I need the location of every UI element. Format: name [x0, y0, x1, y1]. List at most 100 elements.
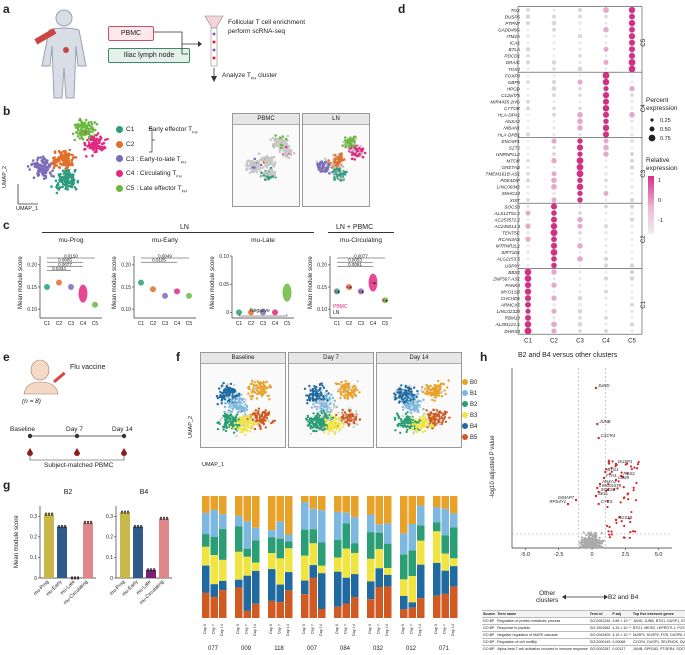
umap-point	[235, 434, 238, 438]
umap-point	[418, 405, 422, 408]
umap-point	[259, 158, 262, 161]
dot	[576, 144, 584, 151]
umap-point	[320, 170, 324, 173]
gene-label: NIBAN1	[503, 126, 520, 131]
umap-point	[333, 176, 336, 179]
umap-point	[245, 415, 249, 418]
gene-label: AL391121.1	[495, 322, 521, 327]
umap-point	[278, 150, 282, 154]
g-bar	[57, 526, 67, 578]
volcano-point	[587, 535, 591, 538]
gene-label: GADD45G	[498, 27, 520, 32]
dot	[526, 231, 530, 235]
umap-point	[399, 422, 402, 425]
umap-point	[407, 392, 410, 395]
violin-shape	[248, 309, 254, 316]
c-lnpbmc-header: LN + PBMC	[336, 224, 374, 231]
umap-point	[240, 423, 243, 426]
dot	[577, 216, 583, 223]
umap-point	[315, 160, 319, 164]
g-point	[153, 568, 155, 570]
table-cell: GO:BP	[482, 624, 497, 632]
x-tick-label: -2.5	[554, 552, 563, 558]
umap-point	[312, 393, 316, 396]
umap-point	[323, 428, 326, 431]
subject-label: 077	[208, 646, 219, 652]
umap-point	[253, 413, 257, 416]
umap-point	[73, 186, 77, 189]
volcano-point	[626, 472, 629, 475]
dot	[630, 284, 634, 287]
umap-point	[79, 119, 83, 122]
stacked-segment	[301, 555, 309, 581]
umap-point	[347, 422, 350, 426]
stacked-segment	[384, 523, 392, 544]
umap-point	[224, 391, 227, 394]
umap-point	[324, 157, 327, 160]
dot	[603, 256, 609, 261]
subject-label: 084	[340, 646, 351, 652]
dot	[552, 41, 556, 45]
umap-point	[254, 386, 257, 389]
umap-point	[328, 429, 331, 433]
stacked-segment	[202, 546, 210, 566]
dot	[602, 98, 610, 105]
dot	[526, 93, 530, 97]
umap-point	[91, 130, 94, 134]
dot	[604, 289, 608, 294]
umap-point	[312, 423, 315, 426]
stacked-segment	[450, 586, 458, 618]
umap-point	[43, 166, 46, 170]
umap-point	[346, 392, 349, 395]
dot	[551, 157, 557, 164]
dot	[602, 124, 610, 132]
umap-point	[261, 421, 265, 424]
umap-point	[337, 176, 341, 179]
volcano-left-label-2: clusters	[536, 597, 559, 604]
umap-point	[332, 406, 335, 410]
violin-shape	[56, 279, 62, 286]
umap-point	[339, 396, 342, 400]
volcano-point	[605, 468, 608, 471]
umap-point	[341, 177, 344, 180]
violin-shape	[78, 284, 88, 303]
stacked-segment	[417, 564, 425, 599]
y-tick-label: 0.20	[317, 263, 327, 269]
umap-point	[405, 430, 408, 434]
umap-point	[326, 411, 329, 414]
umap-point	[106, 137, 109, 141]
dot	[628, 52, 636, 59]
stacked-segment	[219, 514, 227, 530]
umap-point	[432, 386, 435, 390]
stacked-segment	[433, 531, 441, 563]
stacked-segment	[450, 496, 458, 514]
stacked-segment	[408, 576, 416, 603]
umap-point	[82, 125, 86, 128]
table-cell: JUND, JUNB, BTG1, DUSP1, IGN	[631, 617, 685, 625]
umap-point	[264, 387, 267, 390]
dot	[602, 111, 610, 118]
stacked-segment	[342, 512, 350, 524]
umap-point	[282, 149, 285, 152]
stacked-segment	[375, 524, 383, 533]
volcano-point	[592, 546, 596, 549]
umap-point	[430, 393, 433, 397]
umap-point	[241, 405, 245, 409]
stacked-segment	[235, 551, 243, 580]
umap-point	[440, 411, 443, 415]
umap-point	[429, 424, 432, 427]
umap-point	[250, 391, 254, 394]
dot	[552, 152, 556, 156]
umap-point	[216, 403, 219, 406]
umap-point	[236, 407, 239, 411]
umap-point	[416, 408, 419, 411]
stacked-segment	[433, 522, 441, 532]
umap-point	[348, 145, 352, 148]
umap-point	[255, 160, 258, 163]
dot	[552, 126, 556, 130]
umap-f-day7-title: Day 7	[289, 353, 373, 364]
umap-point	[260, 394, 264, 397]
umap-point	[233, 395, 236, 398]
dot	[551, 20, 557, 26]
stacked-segment	[252, 540, 260, 563]
